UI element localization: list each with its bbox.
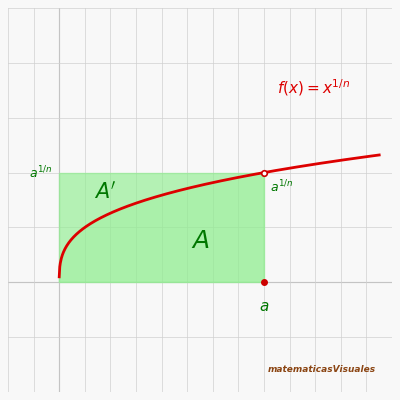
Text: $f(x)=x^{1/n}$: $f(x)=x^{1/n}$ — [277, 77, 350, 98]
Polygon shape — [59, 172, 264, 282]
Text: $A'$: $A'$ — [94, 181, 117, 203]
Polygon shape — [59, 172, 264, 282]
Text: $a^{1/n}$: $a^{1/n}$ — [270, 179, 294, 196]
Text: $a^{1/n}$: $a^{1/n}$ — [29, 164, 53, 181]
Text: matematicasVisuales: matematicasVisuales — [267, 366, 375, 374]
Text: $a$: $a$ — [259, 299, 269, 314]
Text: $A$: $A$ — [191, 229, 209, 253]
